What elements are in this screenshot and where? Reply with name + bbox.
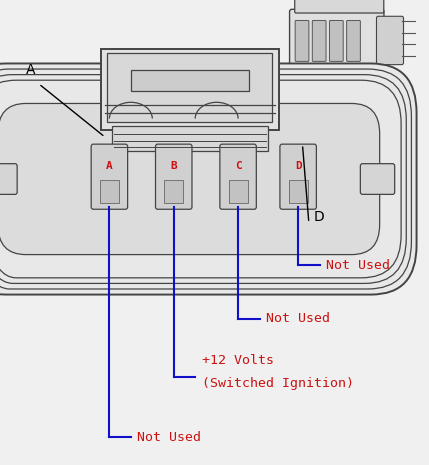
FancyBboxPatch shape <box>156 144 192 209</box>
FancyBboxPatch shape <box>377 16 404 65</box>
FancyBboxPatch shape <box>131 70 249 91</box>
Text: B: B <box>170 161 177 172</box>
Text: D: D <box>295 161 302 172</box>
FancyBboxPatch shape <box>164 180 183 203</box>
FancyBboxPatch shape <box>107 53 272 122</box>
FancyBboxPatch shape <box>289 180 308 203</box>
FancyBboxPatch shape <box>0 164 17 194</box>
FancyBboxPatch shape <box>91 144 128 209</box>
FancyBboxPatch shape <box>229 180 248 203</box>
FancyBboxPatch shape <box>112 126 268 151</box>
FancyBboxPatch shape <box>101 49 279 130</box>
FancyBboxPatch shape <box>360 164 395 194</box>
FancyBboxPatch shape <box>329 20 343 61</box>
Text: A: A <box>26 63 35 77</box>
Text: Not Used: Not Used <box>266 312 330 325</box>
Text: Not Used: Not Used <box>137 431 201 444</box>
Text: Not Used: Not Used <box>326 259 390 272</box>
Text: A: A <box>106 161 113 172</box>
Text: C: C <box>235 161 242 172</box>
FancyBboxPatch shape <box>280 144 316 209</box>
FancyBboxPatch shape <box>290 9 384 70</box>
FancyBboxPatch shape <box>0 64 417 295</box>
Text: +12 Volts: +12 Volts <box>202 354 274 367</box>
FancyBboxPatch shape <box>347 20 360 61</box>
FancyBboxPatch shape <box>295 20 309 61</box>
FancyBboxPatch shape <box>220 144 256 209</box>
Text: (Switched Ignition): (Switched Ignition) <box>202 377 353 390</box>
FancyBboxPatch shape <box>100 180 119 203</box>
FancyBboxPatch shape <box>312 20 326 61</box>
FancyBboxPatch shape <box>295 0 384 13</box>
FancyBboxPatch shape <box>0 104 380 255</box>
Text: D: D <box>313 210 324 224</box>
